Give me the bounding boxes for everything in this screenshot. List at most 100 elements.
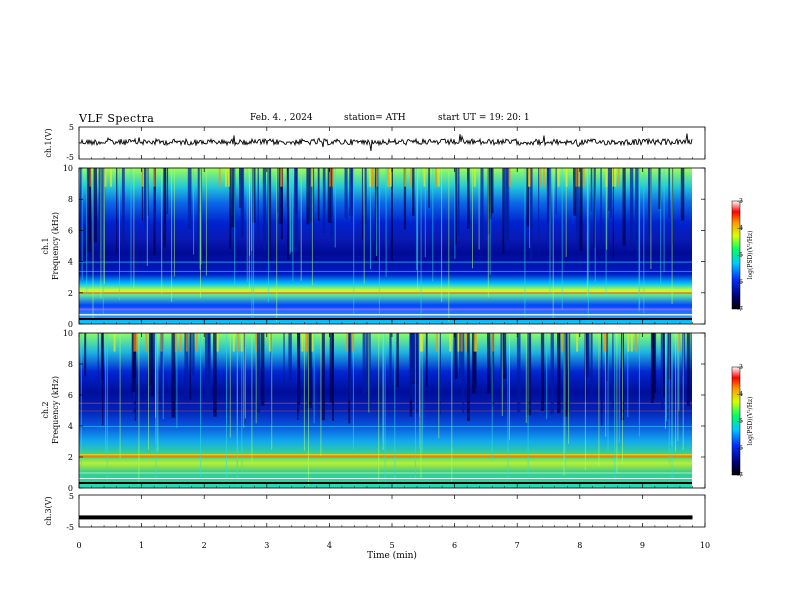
sferic-line	[376, 168, 377, 257]
spectral-gap	[208, 333, 210, 390]
spectral-gap	[462, 333, 465, 414]
ch1-signal-line	[78, 133, 693, 152]
sferic-line	[607, 333, 609, 451]
sferic-line	[614, 333, 616, 484]
hf-burst	[543, 168, 545, 187]
sferic-line	[606, 168, 608, 250]
spectral-gap	[297, 333, 299, 420]
spectral-gap	[280, 168, 283, 240]
freq-band	[79, 292, 692, 295]
station-label: station= ATH	[344, 113, 406, 123]
sferic-line	[385, 168, 387, 277]
sferic-line	[420, 333, 422, 480]
x-tick-label: 9	[640, 541, 645, 550]
spectral-gap	[489, 168, 494, 214]
sferic-line	[605, 333, 607, 437]
sferic-line	[157, 333, 159, 452]
sferic-line	[605, 168, 607, 295]
x-tick-label: 5	[389, 541, 394, 550]
sferic-line	[675, 333, 677, 452]
sferic-line	[146, 168, 148, 266]
spectral-gap	[121, 168, 125, 245]
sferic-line	[587, 168, 589, 321]
spectral-gap	[278, 168, 283, 224]
sferic-line	[527, 333, 529, 476]
sferic-line	[106, 333, 108, 483]
hf-burst	[160, 333, 163, 352]
spectral-gap	[97, 333, 99, 393]
sferic-line	[441, 168, 443, 303]
sferic-line	[414, 333, 416, 481]
spectral-gap	[526, 168, 530, 227]
sferic-line	[564, 333, 566, 469]
spectral-gap	[148, 333, 152, 386]
sferic-line	[472, 168, 473, 269]
sferic-line	[568, 333, 570, 444]
sferic-line	[80, 333, 82, 479]
spectral-gap	[239, 168, 241, 208]
sferic-line	[438, 333, 440, 439]
sferic-line	[501, 333, 503, 416]
sferic-line	[454, 168, 456, 259]
hf-burst	[419, 333, 422, 352]
spectral-gap	[349, 168, 354, 217]
spectral-gap	[368, 333, 371, 408]
hf-burst	[582, 168, 585, 187]
sferic-line	[241, 333, 243, 473]
sferic-line	[311, 168, 313, 286]
sferic-line	[234, 168, 236, 285]
hf-burst	[575, 168, 578, 187]
hf-burst	[473, 333, 476, 352]
sferic-line	[171, 168, 173, 302]
spectral-gap	[327, 168, 332, 223]
spectral-gap	[565, 333, 567, 376]
spectral-gap	[648, 168, 652, 237]
sferic-line	[255, 333, 257, 424]
y-tick-label: 0	[68, 320, 73, 329]
spectral-gap	[635, 168, 639, 250]
spectral-gap	[189, 333, 192, 401]
sferic-line	[313, 333, 315, 424]
hf-burst	[457, 333, 460, 352]
hf-burst	[133, 333, 136, 352]
sferic-line	[627, 333, 629, 418]
hf-burst	[465, 333, 468, 352]
hf-burst	[310, 168, 313, 187]
spectral-gap	[579, 168, 583, 252]
sferic-line	[200, 333, 202, 477]
sferic-line	[639, 168, 641, 310]
spectral-gap	[573, 168, 577, 216]
spectral-gap	[487, 333, 491, 394]
sferic-line	[677, 333, 679, 441]
chart-title: VLF Spectra	[79, 112, 155, 125]
sferic-line	[489, 168, 491, 275]
freq-band	[79, 308, 692, 311]
y-tick-label: 10	[63, 164, 73, 173]
spectral-gap	[317, 168, 320, 222]
hf-burst	[369, 168, 372, 187]
hf-burst	[329, 168, 331, 187]
spectral-gap	[540, 333, 545, 411]
spectral-gap	[348, 333, 352, 401]
spec2-channel-label: ch.2	[41, 401, 50, 418]
spectral-gap	[453, 333, 456, 381]
hf-burst	[576, 333, 579, 352]
spectral-gap	[150, 333, 155, 397]
time-axis: 0 1 2 3 4 5 6 7 8 9 10	[76, 127, 710, 550]
hf-burst	[508, 168, 511, 187]
hf-burst	[268, 333, 271, 352]
colorbar-tick-label: -6	[737, 279, 743, 286]
spectral-gap	[668, 168, 670, 218]
x-tick-label: 6	[452, 541, 457, 550]
freq-band	[79, 261, 692, 263]
spectral-gap	[332, 333, 334, 421]
x-tick-label: 2	[202, 541, 207, 550]
spectral-gap	[606, 333, 609, 381]
spectral-gap	[154, 168, 156, 223]
spectral-gap	[86, 168, 91, 252]
spectral-gap	[190, 333, 192, 372]
spectral-gap	[260, 333, 265, 406]
hf-burst	[305, 333, 308, 352]
ch2-spectrogram-bursts	[79, 333, 692, 488]
